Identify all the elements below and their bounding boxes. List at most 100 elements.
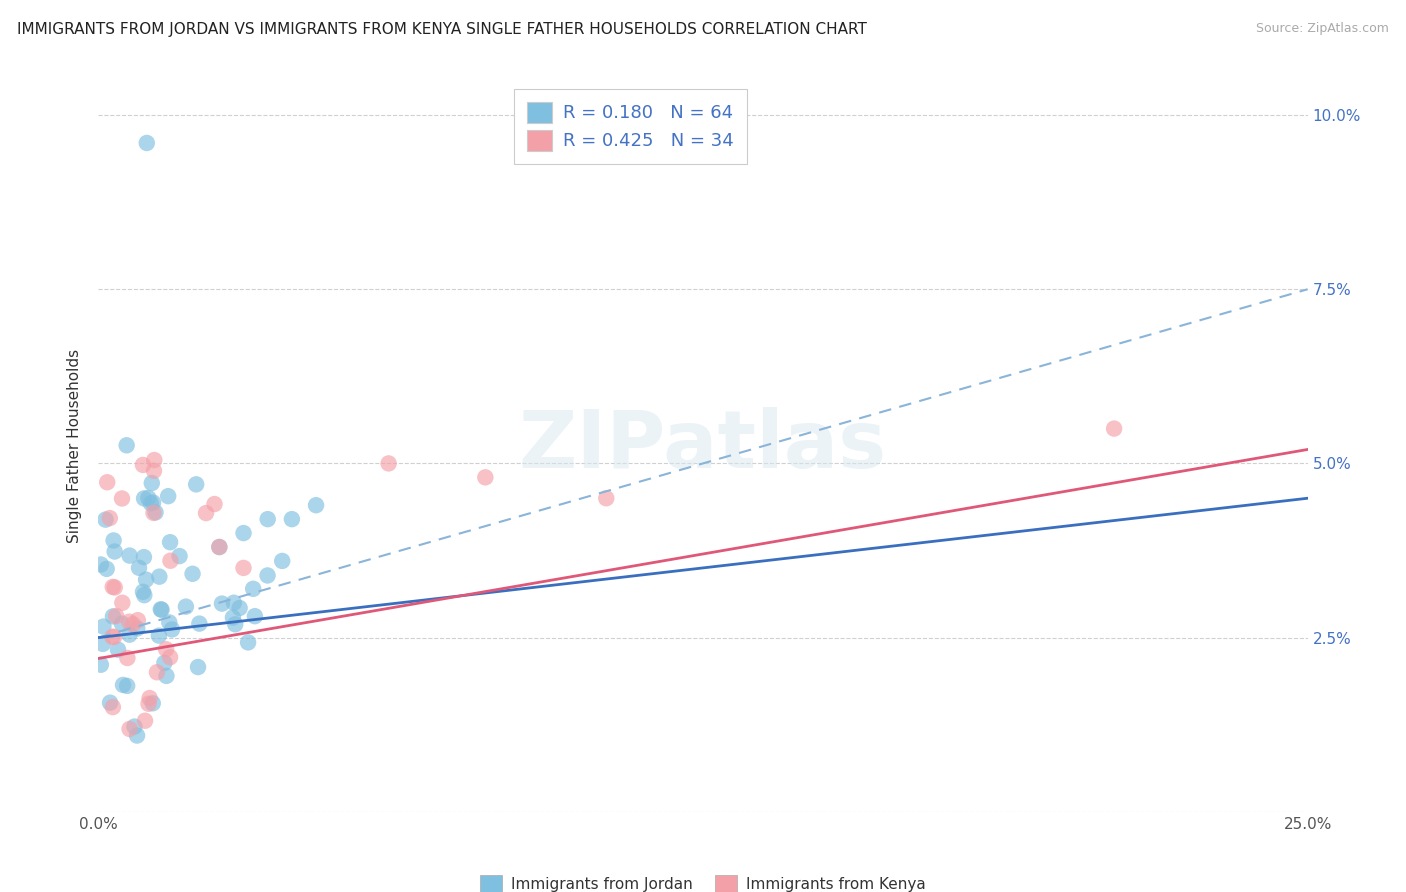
Point [595,491,617,506]
Point [103,533,125,548]
Point [134,588,156,602]
Point [125,729,148,743]
Point [111,678,134,692]
Text: IMMIGRANTS FROM JORDAN VS IMMIGRANTS FROM KENYA SINGLE FATHER HOUSEHOLDS CORRELA: IMMIGRANTS FROM JORDAN VS IMMIGRANTS FRO… [17,22,866,37]
Point [271,554,294,568]
Point [243,609,266,624]
Point [143,464,166,478]
Point [122,617,145,632]
Point [111,616,134,631]
Point [155,642,177,657]
Point [157,615,180,630]
Point [117,651,139,665]
Point [159,650,181,665]
Point [101,630,124,644]
Point [143,453,166,467]
Point [222,610,245,624]
Point [242,582,264,596]
Point [118,615,141,629]
Point [118,549,141,563]
Point [232,561,254,575]
Point [157,489,180,503]
Point [132,550,155,565]
Point [155,669,177,683]
Point [153,656,176,670]
Point [115,679,138,693]
Text: Source: ZipAtlas.com: Source: ZipAtlas.com [1256,22,1389,36]
Point [145,505,167,519]
Y-axis label: Single Father Households: Single Father Households [67,349,83,543]
Point [93,619,115,633]
Point [305,498,328,512]
Point [90,558,112,572]
Point [236,635,259,649]
Point [132,584,155,599]
Point [128,561,150,575]
Point [149,602,172,616]
Point [111,596,134,610]
Point [138,691,160,706]
Point [204,497,226,511]
Text: ZIPatlas: ZIPatlas [519,407,887,485]
Point [98,696,121,710]
Point [132,491,155,506]
Point [132,458,155,472]
Point [96,475,118,490]
Point [90,657,112,672]
Point [139,496,162,510]
Point [148,569,170,583]
Point [138,697,160,711]
Point [188,616,211,631]
Point [94,513,117,527]
Point [256,512,278,526]
Point [148,629,170,643]
Point [103,630,125,644]
Point [136,491,159,505]
Point [104,544,127,558]
Point [105,609,128,624]
Point [186,477,208,491]
Point [115,438,138,452]
Point [118,722,141,736]
Point [256,568,278,582]
Point [101,609,124,624]
Point [141,476,163,491]
Point [169,549,191,563]
Point [208,540,231,554]
Point [96,562,118,576]
Legend: Immigrants from Jordan, Immigrants from Kenya: Immigrants from Jordan, Immigrants from … [474,870,932,892]
Point [146,665,169,680]
Point [127,622,149,636]
Point [98,511,121,525]
Point [111,491,134,506]
Point [208,540,231,554]
Point [187,660,209,674]
Point [142,495,165,509]
Point [127,613,149,627]
Point [91,637,114,651]
Point [160,623,183,637]
Point [159,535,181,549]
Point [101,700,124,714]
Point [135,136,157,150]
Point [195,506,218,520]
Point [134,714,156,728]
Point [118,627,141,641]
Point [150,602,173,616]
Point [142,506,165,520]
Point [1102,421,1125,435]
Point [377,457,399,471]
Point [222,596,245,610]
Point [101,580,124,594]
Point [181,566,204,581]
Point [281,512,304,526]
Point [228,601,250,615]
Point [135,573,157,587]
Point [142,696,165,710]
Point [211,597,233,611]
Point [224,617,246,632]
Point [107,642,129,657]
Point [104,581,127,595]
Point [174,599,197,614]
Point [232,526,254,541]
